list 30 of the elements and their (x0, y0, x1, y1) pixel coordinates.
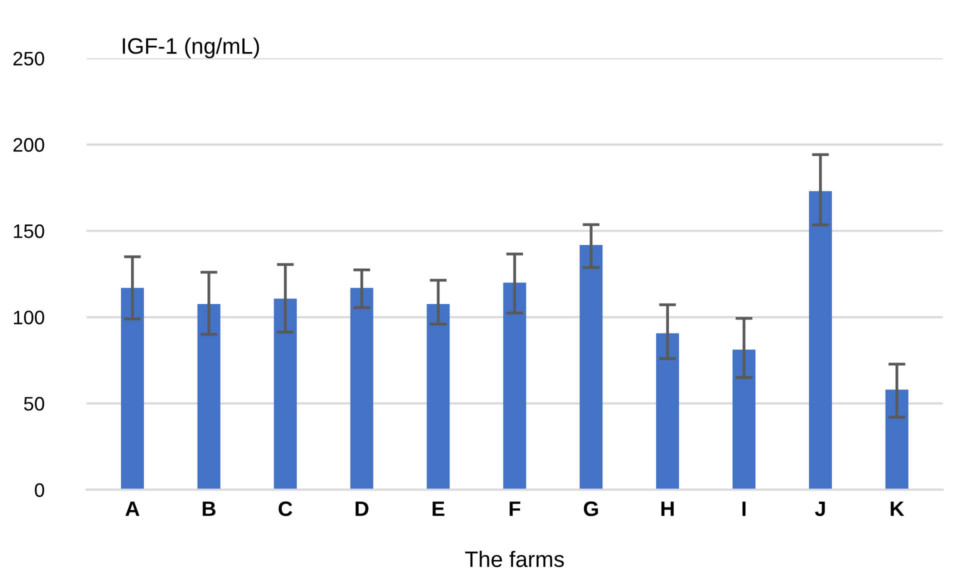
y-tick-label: 50 (24, 396, 44, 411)
bar (656, 333, 680, 490)
x-tick-label: D (356, 502, 368, 516)
bar (350, 288, 374, 490)
bar (885, 390, 908, 490)
bar (732, 350, 756, 490)
x-tick-label: I (742, 502, 746, 516)
x-tick-label: A (125, 502, 140, 516)
x-tick-label: F (510, 502, 520, 516)
y-tick-label: 200 (13, 138, 44, 152)
x-axis-title: The farms (465, 550, 564, 568)
x-tick-label: C (278, 501, 292, 516)
x-tick-label: K (890, 502, 904, 516)
x-tick-label: G (584, 501, 598, 516)
y-tick-label: 100 (14, 310, 44, 324)
x-tick-label: E (432, 502, 444, 516)
bar (120, 288, 144, 490)
bar (197, 304, 220, 490)
bar (426, 304, 450, 490)
bar (808, 191, 832, 490)
y-tick-label: 250 (13, 52, 44, 66)
bar (580, 245, 603, 490)
x-tick-label: H (661, 502, 674, 516)
x-tick-label: J (814, 502, 825, 516)
bar (274, 298, 297, 490)
bar (503, 282, 526, 490)
y-tick-label: 0 (34, 483, 44, 497)
x-tick-label: B (202, 502, 216, 516)
y-tick-label: 150 (14, 224, 44, 238)
chart-title: IGF-1 (ng/mL) (122, 38, 259, 58)
